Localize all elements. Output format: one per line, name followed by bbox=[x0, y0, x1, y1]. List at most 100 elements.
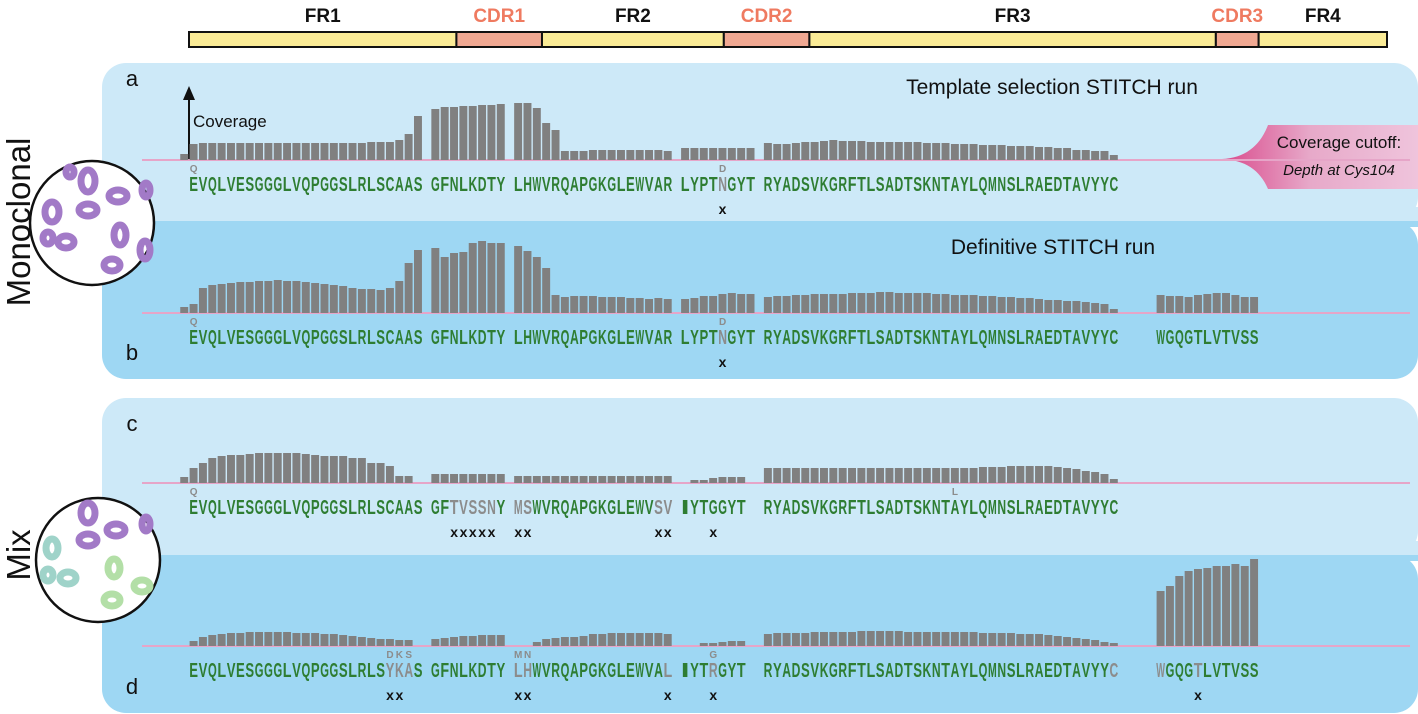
residue-letter: Q bbox=[561, 497, 570, 519]
residue-letter: S bbox=[478, 497, 487, 519]
residue-letter: D bbox=[792, 660, 801, 682]
residue-letter: G bbox=[264, 497, 273, 519]
residue-letter: V bbox=[645, 327, 654, 349]
alternative-residue: Q bbox=[190, 317, 198, 328]
residue-letter: G bbox=[320, 660, 329, 682]
coverage-bar bbox=[311, 143, 320, 160]
residue-letter: F bbox=[848, 327, 857, 349]
residue-letter: T bbox=[1222, 327, 1231, 349]
residue-letter: S bbox=[801, 174, 810, 196]
coverage-bar bbox=[801, 633, 810, 646]
residue-letter: G bbox=[255, 174, 264, 196]
coverage-bar bbox=[820, 632, 828, 646]
coverage-bar bbox=[810, 142, 819, 160]
coverage-bar bbox=[654, 150, 663, 160]
coverage-bar bbox=[810, 632, 819, 646]
coverage-bar bbox=[404, 640, 413, 646]
coverage-bar bbox=[654, 633, 663, 646]
coverage-bar bbox=[904, 142, 913, 160]
residue-letter: F bbox=[440, 327, 449, 349]
residue-letter: F bbox=[440, 660, 449, 682]
coverage-bar bbox=[1025, 634, 1034, 646]
residue-letter: D bbox=[792, 497, 801, 519]
residue-letter: R bbox=[551, 174, 560, 196]
alternative-residue: S bbox=[405, 650, 412, 661]
coverage-bar bbox=[1072, 150, 1081, 160]
coverage-bar bbox=[579, 151, 588, 160]
residue-letter: T bbox=[904, 327, 913, 349]
coverage-bar bbox=[1091, 151, 1100, 160]
residue-letter: G bbox=[829, 497, 838, 519]
residue-letter: W bbox=[533, 660, 542, 682]
residue-letter: L bbox=[283, 174, 292, 196]
region-bar: FR1 CDR1 FR2 CDR2 FR3 CDR3 FR4 bbox=[188, 6, 1388, 48]
coverage-bar bbox=[801, 142, 810, 160]
coverage-bar bbox=[532, 476, 541, 483]
residue-letter: G bbox=[589, 497, 598, 519]
coverage-bar bbox=[932, 632, 941, 646]
coverage-bar bbox=[699, 296, 708, 313]
coverage-bar bbox=[245, 143, 254, 160]
coverage-bar bbox=[264, 143, 273, 160]
coverage-bar bbox=[292, 281, 301, 313]
residue-letter: Y bbox=[690, 327, 699, 349]
coverage-bar bbox=[1175, 296, 1184, 313]
coverage-bar bbox=[189, 144, 198, 160]
residue-letter: T bbox=[700, 497, 709, 519]
coverage-bar bbox=[626, 633, 635, 646]
coverage-bar bbox=[579, 296, 588, 313]
residue-letter: S bbox=[913, 174, 922, 196]
residue-letter: V bbox=[292, 327, 301, 349]
residue-letter: A bbox=[782, 327, 791, 349]
coverage-bar bbox=[617, 150, 625, 160]
region-label-fr4: FR4 bbox=[1305, 6, 1341, 27]
residue-letter: S bbox=[414, 174, 423, 196]
coverage-bar bbox=[773, 468, 782, 483]
region-fr3 bbox=[808, 31, 1217, 48]
panel-title-b: Definitive STITCH run bbox=[951, 236, 1155, 259]
residue-letter: V bbox=[1231, 327, 1240, 349]
mismatch-mark: x bbox=[719, 201, 727, 217]
residue-letter: P bbox=[311, 497, 320, 519]
coverage-bar bbox=[431, 109, 440, 160]
coverage-bar bbox=[395, 640, 404, 646]
residue-letter: R bbox=[1025, 497, 1034, 519]
coverage-bar bbox=[699, 480, 708, 483]
coverage-bar bbox=[1100, 642, 1109, 646]
residue-letter: E bbox=[236, 497, 245, 519]
residue-letter: N bbox=[997, 174, 1006, 196]
coverage-bar bbox=[1035, 466, 1043, 483]
coverage-bar bbox=[264, 632, 273, 646]
coverage-bar bbox=[367, 142, 376, 160]
residue-letter: Y bbox=[960, 174, 969, 196]
coverage-bar bbox=[690, 480, 699, 483]
coverage-bar bbox=[348, 458, 357, 483]
residue-letter: E bbox=[236, 174, 245, 196]
residue-letter: A bbox=[404, 497, 413, 519]
coverage-bar bbox=[663, 151, 672, 160]
coverage-bar bbox=[1053, 467, 1062, 483]
coverage-bar bbox=[876, 292, 885, 313]
residue-letter: H bbox=[523, 174, 532, 196]
coverage-bar bbox=[560, 297, 569, 313]
residue-letter: T bbox=[487, 660, 496, 682]
coverage-bar bbox=[1063, 637, 1072, 646]
residue-letter: A bbox=[395, 174, 404, 196]
residue-letter: Y bbox=[773, 660, 782, 682]
coverage-bar bbox=[737, 477, 746, 483]
coverage-bar bbox=[885, 142, 894, 160]
coverage-bar bbox=[645, 633, 653, 646]
coverage-bar bbox=[1184, 571, 1193, 646]
coverage-bar bbox=[1053, 148, 1062, 160]
coverage-bar bbox=[718, 642, 727, 646]
residue-letter: R bbox=[1025, 660, 1034, 682]
residue-letter: T bbox=[941, 497, 950, 519]
residue-letter: Y bbox=[497, 327, 506, 349]
residue-letter: N bbox=[450, 327, 459, 349]
residue-letter: E bbox=[626, 174, 635, 196]
residue-letter: C bbox=[386, 497, 395, 519]
residue-letter: R bbox=[663, 327, 672, 349]
residue-letter: G bbox=[330, 497, 339, 519]
residue-letter: A bbox=[885, 174, 894, 196]
residue-letter: E bbox=[626, 660, 635, 682]
